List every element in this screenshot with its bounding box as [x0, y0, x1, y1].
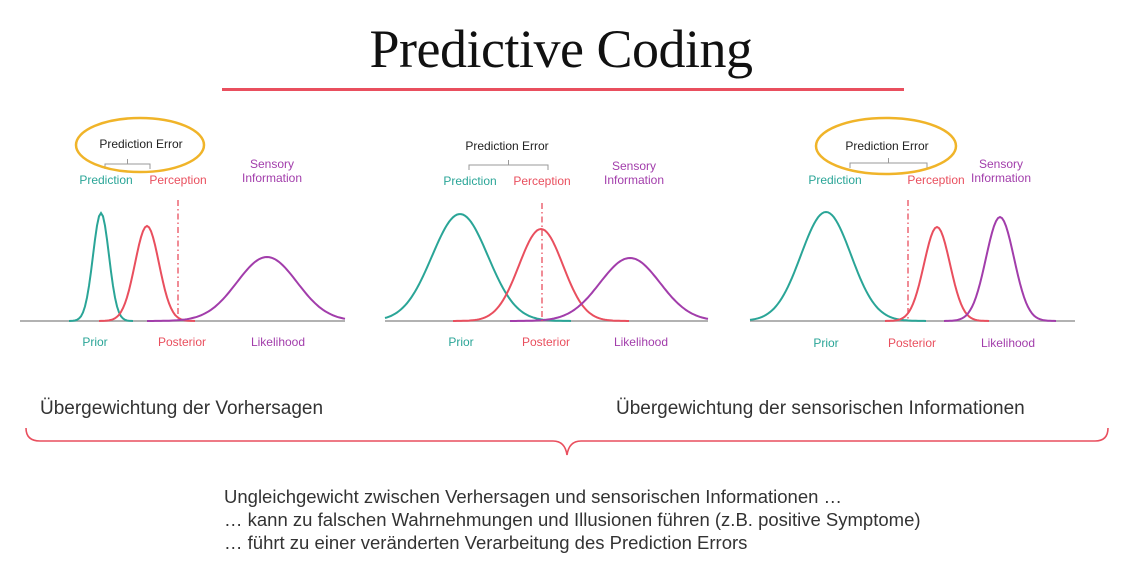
perception-label: Perception [149, 173, 206, 187]
title-underline [222, 88, 904, 91]
prior-curve [68, 211, 134, 322]
perception-label: Perception [907, 173, 964, 187]
sensory-information-label: Sensory Information [971, 157, 1031, 185]
prior-curve [384, 213, 572, 322]
perception-label: Perception [513, 174, 570, 188]
prior-label: Prior [448, 335, 473, 349]
posterior-curve [884, 225, 990, 322]
prediction-error-label: Prediction Error [465, 139, 548, 153]
prediction-label: Prediction [808, 173, 861, 187]
sensory-information-label: Sensory Information [242, 157, 302, 185]
note-line: … führt zu einer veränderten Verarbeitun… [224, 532, 748, 553]
page-title: Predictive Coding [369, 19, 753, 79]
likelihood-label: Likelihood [614, 335, 668, 349]
posterior-label: Posterior [888, 336, 936, 350]
prediction-error-highlight [74, 116, 206, 174]
prediction-error-label: Prediction Error [845, 139, 928, 153]
prediction-label: Prediction [79, 173, 132, 187]
prediction-error-bracket [104, 159, 151, 169]
prior-curve [749, 210, 927, 322]
likelihood-label: Likelihood [251, 335, 305, 349]
caption-prior-overweighting: Übergewichtung der Vorhersagen [40, 398, 324, 419]
prediction-error-highlight [814, 116, 958, 176]
curly-brace [25, 427, 1109, 456]
prediction-error-label: Prediction Error [99, 137, 182, 151]
likelihood-curve [943, 215, 1057, 322]
posterior-curve [453, 227, 629, 322]
notes-block: Ungleichgewicht zwischen Verhersagen und… [224, 485, 921, 554]
likelihood-curve [510, 256, 709, 322]
prediction-label: Prediction [443, 174, 496, 188]
posterior-label: Posterior [522, 335, 570, 349]
note-line: … kann zu falschen Wahrnehmungen und Ill… [224, 509, 921, 530]
posterior-label: Posterior [158, 335, 206, 349]
note-line: Ungleichgewicht zwischen Verhersagen und… [224, 486, 843, 507]
caption-sensory-overweighting: Übergewichtung der sensorischen Informat… [616, 398, 1025, 419]
prediction-error-bracket [849, 158, 928, 168]
posterior-curve [98, 224, 196, 322]
prior-label: Prior [82, 335, 107, 349]
likelihood-curve [147, 255, 346, 322]
prediction-error-bracket [468, 160, 549, 170]
likelihood-label: Likelihood [981, 336, 1035, 350]
sensory-information-label: Sensory Information [604, 159, 664, 187]
prior-label: Prior [813, 336, 838, 350]
